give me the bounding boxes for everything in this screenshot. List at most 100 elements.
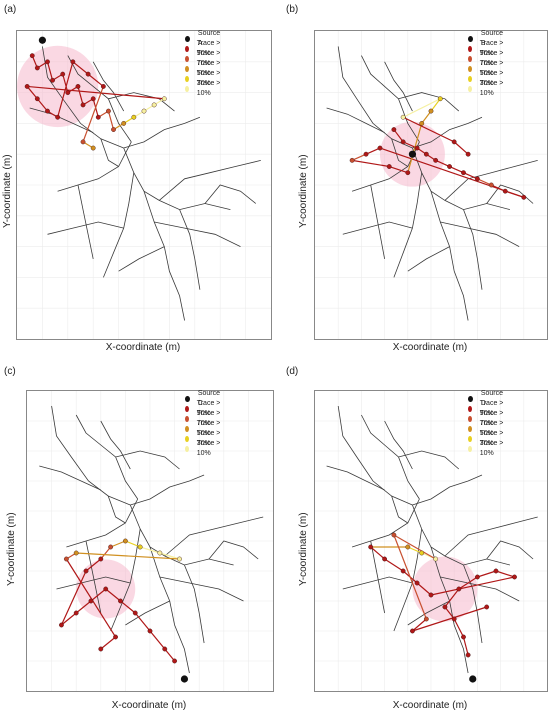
traced-pipe xyxy=(351,153,367,161)
trace-node xyxy=(98,646,104,652)
pipe-segment xyxy=(208,540,259,560)
pipe-segment xyxy=(486,184,534,204)
network-plot-c xyxy=(26,390,274,692)
legend-label: Trace > 50% xyxy=(196,420,221,437)
trace-30-marker-icon xyxy=(468,436,472,442)
trace-50-marker-icon xyxy=(185,426,189,432)
trace-node xyxy=(55,114,61,120)
trace-10-marker-icon xyxy=(185,446,189,452)
pipe-segment xyxy=(130,474,205,506)
trace-50-marker-icon xyxy=(468,426,472,432)
pipe-segment xyxy=(430,191,469,321)
pipe-segment xyxy=(370,184,385,259)
pipe-segment xyxy=(398,92,460,112)
trace-node xyxy=(391,127,397,132)
trace-node xyxy=(465,151,471,157)
pipe-segment xyxy=(129,504,234,566)
pipe-segment xyxy=(184,564,205,644)
legend-d: Source D Trace > 90% Trace > 70% Trace >… xyxy=(468,390,504,457)
pipe-segment xyxy=(108,92,175,112)
legend-item-trace-30: Trace > 30% xyxy=(185,70,221,87)
trace-node xyxy=(34,96,40,102)
traced-pipe xyxy=(125,540,141,548)
traced-pipe xyxy=(100,636,116,650)
source-marker-icon xyxy=(468,396,473,402)
network-svg xyxy=(315,391,547,691)
pipe-segment xyxy=(463,564,483,644)
pipe-segment xyxy=(100,420,131,470)
trace-node xyxy=(400,568,406,574)
trace-node xyxy=(73,550,79,556)
legend-item-trace-50: Trace > 50% xyxy=(185,420,221,437)
pipe-segment xyxy=(391,495,409,524)
traced-pipe xyxy=(463,172,478,180)
trace-node xyxy=(141,108,147,114)
trace-70-marker-icon xyxy=(468,56,472,62)
pipe-segment xyxy=(56,576,131,590)
trace-node xyxy=(45,108,50,114)
pipe-segment xyxy=(391,138,409,167)
traced-pipe xyxy=(370,546,385,560)
network-plot-d xyxy=(314,390,548,692)
traced-pipe xyxy=(421,110,432,124)
trace-50-marker-icon xyxy=(468,66,472,72)
traced-pipe xyxy=(449,165,464,174)
traced-pipe xyxy=(365,147,381,155)
network-svg xyxy=(27,391,273,691)
pipe-segment xyxy=(412,474,483,506)
pipe-segment xyxy=(463,209,483,290)
trace-node xyxy=(405,544,411,550)
pipe-segment xyxy=(337,405,413,506)
legend-label: Source C xyxy=(197,390,220,407)
pipe-segment xyxy=(486,540,534,560)
trace-node xyxy=(391,532,397,538)
traced-pipe xyxy=(444,588,460,608)
trace-node xyxy=(59,622,64,628)
legend-item-trace-30: Trace > 30% xyxy=(185,430,221,447)
traced-pipe xyxy=(477,178,492,186)
trace-node xyxy=(137,544,143,550)
trace-node xyxy=(34,65,40,71)
traced-pipe xyxy=(46,61,54,81)
x-axis-label: X-coordinate (m) xyxy=(105,342,181,353)
trace-node xyxy=(118,598,123,604)
legend-item-source: Source C xyxy=(185,390,221,407)
traced-pipe xyxy=(107,110,115,130)
pipe-segment xyxy=(51,405,131,506)
trace-node xyxy=(151,102,157,108)
legend-item-trace-10: Trace > 10% xyxy=(185,440,221,457)
traced-pipe xyxy=(105,588,121,602)
trace-90-marker-icon xyxy=(185,406,189,412)
traced-pipe xyxy=(149,630,166,650)
trace-node xyxy=(75,84,81,89)
traced-pipe xyxy=(110,540,126,548)
trace-node xyxy=(111,127,116,132)
legend-label: Source D xyxy=(480,390,503,407)
pipe-segment xyxy=(75,414,139,500)
legend-item-trace-70: Trace > 70% xyxy=(185,410,221,427)
trace-node xyxy=(363,151,369,157)
pipe-segment xyxy=(39,465,101,491)
trace-node xyxy=(419,550,425,556)
trace-node xyxy=(177,556,182,562)
trace-node xyxy=(132,610,138,616)
network-plot-b xyxy=(314,30,548,340)
traced-pipe xyxy=(352,159,390,168)
traced-pipe xyxy=(76,552,180,560)
traced-pipe xyxy=(61,612,77,626)
legend-label: Trace > 50% xyxy=(479,420,504,437)
trace-node xyxy=(65,90,71,95)
trace-node xyxy=(63,556,69,562)
traced-pipe xyxy=(444,606,455,620)
trace-node xyxy=(106,108,111,114)
trace-node xyxy=(90,96,96,102)
trace-node xyxy=(60,71,66,77)
pipe-segment xyxy=(149,546,190,674)
pipe-segment xyxy=(384,61,413,112)
legend-label: Trace > 30% xyxy=(196,70,221,87)
pipe-segment xyxy=(107,495,126,524)
pipe-segment xyxy=(412,504,511,566)
trace-node xyxy=(437,96,443,102)
traced-pipe xyxy=(393,534,427,620)
legend-c: Source C Trace > 90% Trace > 70% Trace >… xyxy=(185,390,221,457)
